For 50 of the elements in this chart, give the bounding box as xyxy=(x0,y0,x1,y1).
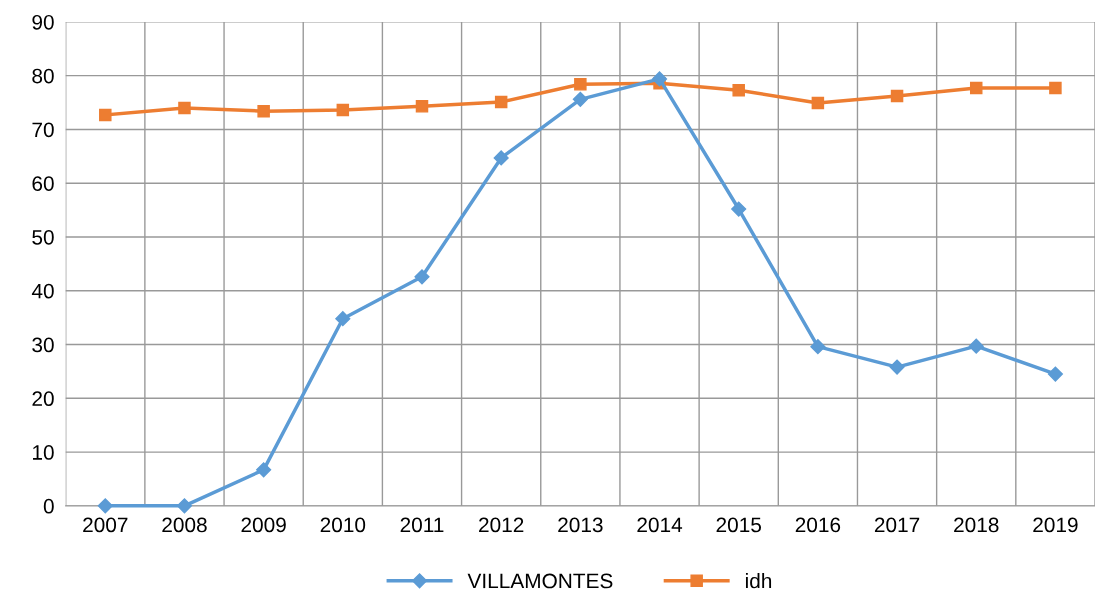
y-tick-label: 40 xyxy=(31,283,54,299)
point xyxy=(732,83,745,97)
point xyxy=(97,498,113,514)
point xyxy=(336,103,350,117)
x-tick-label: 2013 xyxy=(558,517,603,533)
x-tick-label: 2011 xyxy=(400,517,444,533)
point xyxy=(493,150,509,166)
point xyxy=(889,359,905,375)
x-tick-label: 2019 xyxy=(1033,517,1078,533)
point xyxy=(414,269,430,285)
y-tick-label: 50 xyxy=(32,229,54,245)
x-tick-label: 2008 xyxy=(162,517,207,533)
y-tick-label: 30 xyxy=(32,337,54,353)
y-tick-label: 10 xyxy=(33,445,54,460)
legend-label: idh xyxy=(745,573,772,589)
point xyxy=(1047,366,1063,382)
y-tick-label: 80 xyxy=(32,68,54,84)
point xyxy=(572,91,588,107)
x-tick-label: 2016 xyxy=(795,517,841,533)
x-tick-label: 2018 xyxy=(954,517,999,533)
point xyxy=(810,339,826,355)
point xyxy=(811,96,825,110)
point xyxy=(178,101,191,115)
point xyxy=(257,104,270,118)
y-tick-label: 20 xyxy=(32,391,54,407)
x-tick-label: 2015 xyxy=(716,517,762,533)
y-tick-label: 60 xyxy=(32,176,54,191)
y-tick-label: 70 xyxy=(32,122,54,138)
point xyxy=(969,81,983,95)
x-tick-label: 2017 xyxy=(874,517,920,533)
point xyxy=(494,95,508,109)
x-tick-label: 2007 xyxy=(83,517,128,533)
x-tick-label: 2012 xyxy=(479,517,524,533)
legend-label: VILLAMONTES xyxy=(467,573,613,589)
x-tick-label: 2009 xyxy=(241,517,286,533)
point xyxy=(99,108,112,122)
y-tick-label: 90 xyxy=(32,14,54,30)
point xyxy=(731,201,747,217)
x-tick-label: 2010 xyxy=(320,517,366,533)
point xyxy=(415,100,429,113)
x-tick-label: 2014 xyxy=(637,517,683,533)
point xyxy=(968,338,984,354)
point xyxy=(1049,81,1062,95)
point xyxy=(890,89,904,103)
point xyxy=(651,71,668,87)
point xyxy=(256,462,272,478)
point xyxy=(335,311,351,327)
point xyxy=(176,498,193,514)
y-tick-label: 0 xyxy=(43,498,54,514)
point xyxy=(574,78,587,91)
